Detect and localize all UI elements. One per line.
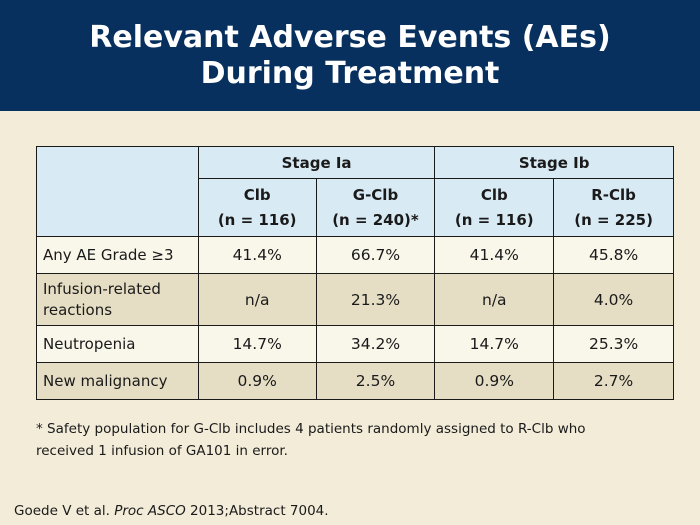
column-n: (n = 240)* [332,210,419,229]
footnote-line-1: * Safety population for G-Clb includes 4… [36,421,586,437]
table-row: Neutropenia 14.7% 34.2% 14.7% 25.3% [36,325,674,363]
table-cell: 14.7% [434,325,555,363]
table-cell: 66.7% [315,236,436,274]
slide-header: Relevant Adverse Events (AEs) During Tre… [0,0,700,111]
table-row: Any AE Grade ≥3 41.4% 66.7% 41.4% 45.8% [36,236,674,274]
column-n: (n = 116) [454,210,534,229]
adverse-events-table: Stage Ia Stage Ib Clb (n = 116) G-Clb (n… [36,146,674,400]
slide-title-line-2: During Treatment [200,55,500,91]
column-header: R-Clb (n = 225) [553,178,674,237]
row-label-line: Infusion-related [43,279,161,298]
row-label: Any AE Grade ≥3 [36,236,199,274]
row-label: New malignancy [36,362,199,400]
group-header-stage-ia: Stage Ia [197,146,436,179]
table-cell: 41.4% [434,236,555,274]
column-n: (n = 225) [574,210,653,229]
citation: Goede V et al. Proc ASCO 2013;Abstract 7… [14,502,329,520]
table-cell: 4.0% [553,273,674,326]
citation-prefix: Goede V et al. [14,503,115,519]
table-cell: 41.4% [197,236,317,274]
table-cell: 14.7% [197,325,317,363]
column-header: Clb (n = 116) [434,178,555,237]
table-row: New malignancy 0.9% 2.5% 0.9% 2.7% [36,362,674,400]
citation-suffix: 2013;Abstract 7004. [185,503,329,519]
table-cell: 21.3% [315,273,436,326]
table-corner-cell [36,146,199,237]
table-cell: 0.9% [434,362,555,400]
citation-journal: Proc ASCO [114,503,186,519]
table-row: Infusion-related reactions n/a 21.3% n/a… [36,273,674,326]
table-cell: 2.5% [315,362,436,400]
table-cell: 0.9% [197,362,317,400]
group-header-stage-ib: Stage Ib [434,146,674,179]
column-name: G-Clb [352,185,399,204]
footnote-line-2: received 1 infusion of GA101 in error. [36,443,288,459]
column-name: R-Clb [591,185,636,204]
table-cell: n/a [434,273,555,326]
footnote: * Safety population for G-Clb includes 4… [36,418,666,462]
row-label: Neutropenia [36,325,199,363]
row-label: Infusion-related reactions [36,273,199,326]
table-cell: 45.8% [553,236,674,274]
table-cell: 25.3% [553,325,674,363]
column-header: Clb (n = 116) [197,178,317,237]
table-cell: 2.7% [553,362,674,400]
column-n: (n = 116) [217,210,297,229]
column-header: G-Clb (n = 240)* [315,178,436,237]
table-cell: 34.2% [315,325,436,363]
table-cell: n/a [197,273,317,326]
column-name: Clb [243,185,271,204]
slide-title-line-1: Relevant Adverse Events (AEs) [89,19,611,55]
column-name: Clb [480,185,508,204]
row-label-line: reactions [43,300,113,319]
